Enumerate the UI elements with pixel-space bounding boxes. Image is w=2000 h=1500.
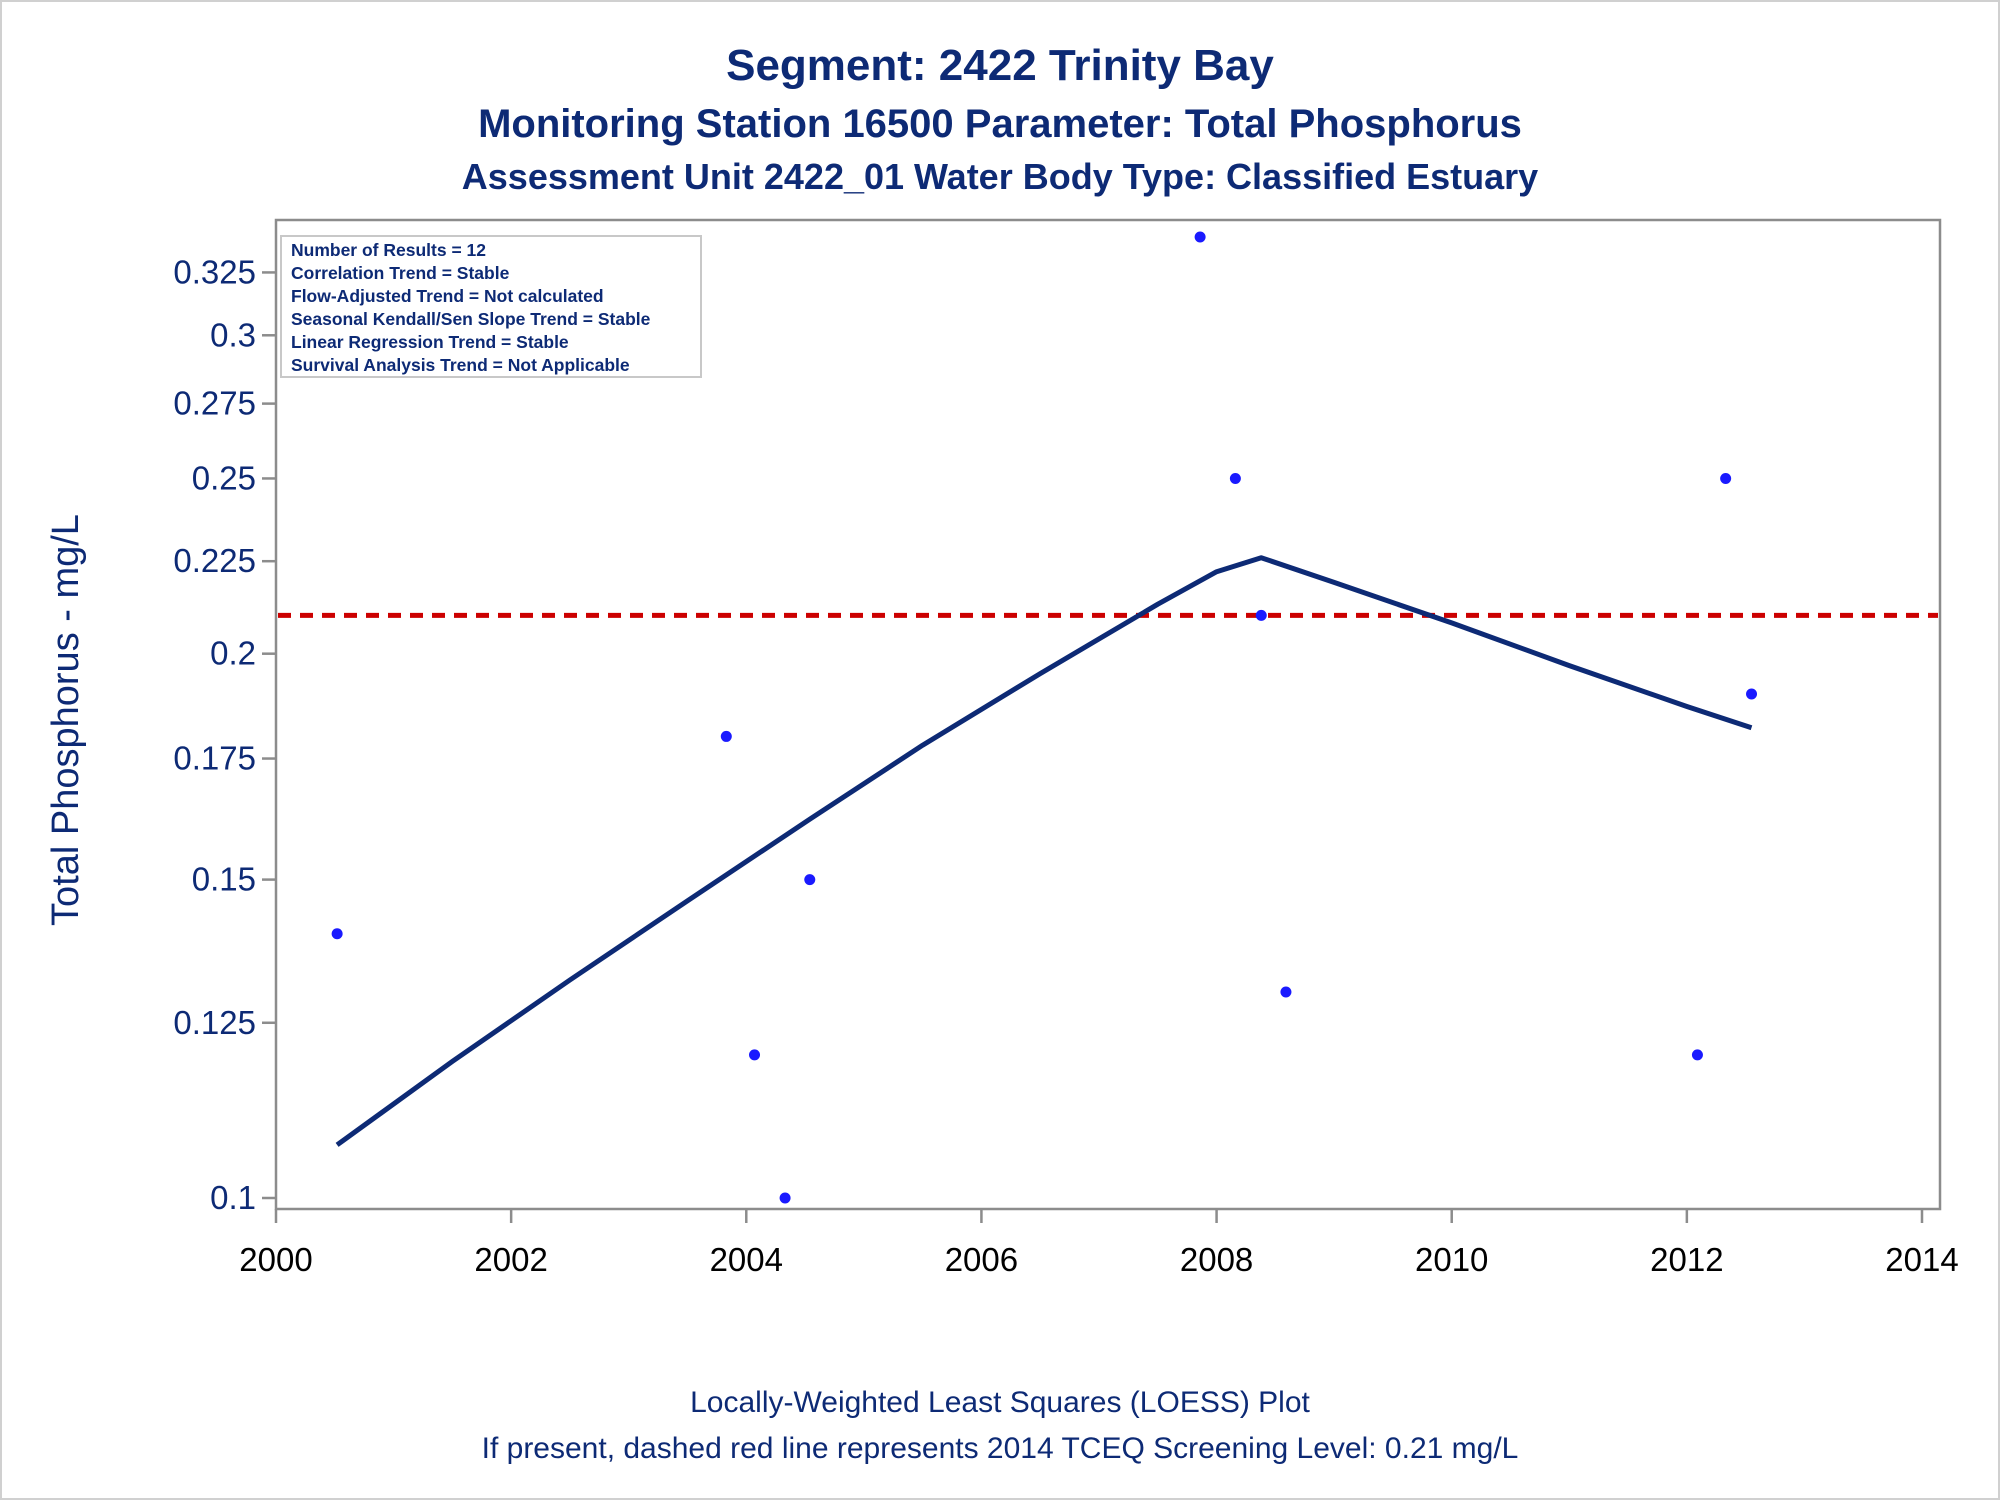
- data-point: [1255, 609, 1267, 621]
- x-tick-label: 2014: [1885, 1241, 1958, 1278]
- stats-line: Survival Analysis Trend = Not Applicable: [291, 355, 630, 375]
- stats-line: Linear Regression Trend = Stable: [291, 332, 569, 352]
- data-point: [779, 1192, 791, 1204]
- footnote-1: Locally-Weighted Least Squares (LOESS) P…: [690, 1386, 1310, 1419]
- data-point: [1194, 231, 1206, 243]
- y-axis: 0.1 0.125 0.15 0.175 0.2 0.225 0.25 0.275 0.3 0.3…: [173, 253, 276, 1216]
- stats-line: Correlation Trend = Stable: [291, 263, 510, 283]
- y-tick-label: 0.225: [173, 542, 256, 579]
- loess-curve: [335, 555, 1753, 1147]
- footnote-2: If present, dashed red line represents 2…: [482, 1432, 1519, 1465]
- data-point: [1229, 472, 1241, 484]
- y-tick-label: 0.25: [192, 459, 256, 496]
- y-tick-label: 0.3: [210, 316, 256, 353]
- x-tick-label: 2012: [1650, 1241, 1723, 1278]
- y-tick-label: 0.325: [173, 253, 256, 290]
- y-tick-label: 0.15: [192, 861, 256, 898]
- x-tick-label: 2008: [1180, 1241, 1253, 1278]
- y-tick-label: 0.1: [210, 1179, 256, 1216]
- y-tick-label: 0.2: [210, 635, 256, 672]
- y-tick-label: 0.275: [173, 385, 256, 422]
- y-tick-label: 0.125: [173, 1004, 256, 1041]
- chart-subtitle-2: Assessment Unit 2422_01 Water Body Type:…: [462, 156, 1538, 197]
- data-point: [1691, 1049, 1703, 1061]
- loess-layer: [335, 555, 1753, 1147]
- chart-title: Segment: 2422 Trinity Bay: [726, 41, 1274, 90]
- plot-area: [274, 218, 1942, 1211]
- x-tick-label: 2002: [474, 1241, 547, 1278]
- x-tick-label: 2010: [1415, 1241, 1488, 1278]
- data-point: [804, 874, 816, 886]
- data-point: [331, 928, 343, 940]
- x-tick-label: 2006: [945, 1241, 1018, 1278]
- data-point: [749, 1049, 761, 1061]
- data-point: [1746, 688, 1758, 700]
- y-tick-label: 0.175: [173, 740, 256, 777]
- stats-line: Number of Results = 12: [291, 240, 486, 260]
- data-point: [1280, 986, 1292, 998]
- x-tick-label: 2004: [710, 1241, 783, 1278]
- y-axis-label: Total Phosphorus - mg/L: [45, 514, 87, 926]
- stats-line: Seasonal Kendall/Sen Slope Trend = Stabl…: [291, 309, 651, 329]
- chart-subtitle: Monitoring Station 16500 Parameter: Tota…: [478, 102, 1522, 146]
- data-point: [720, 730, 732, 742]
- data-point: [1720, 472, 1732, 484]
- scatter-layer: [331, 231, 1758, 1204]
- stats-box: Number of Results = 12 Correlation Trend…: [280, 235, 702, 378]
- stats-line: Flow-Adjusted Trend = Not calculated: [291, 286, 604, 306]
- stats-box-border: [280, 235, 702, 378]
- x-tick-label: 2000: [239, 1241, 312, 1278]
- x-axis: 2000 2002 2004 2006 2008 2010 2012 2014: [239, 1209, 1959, 1278]
